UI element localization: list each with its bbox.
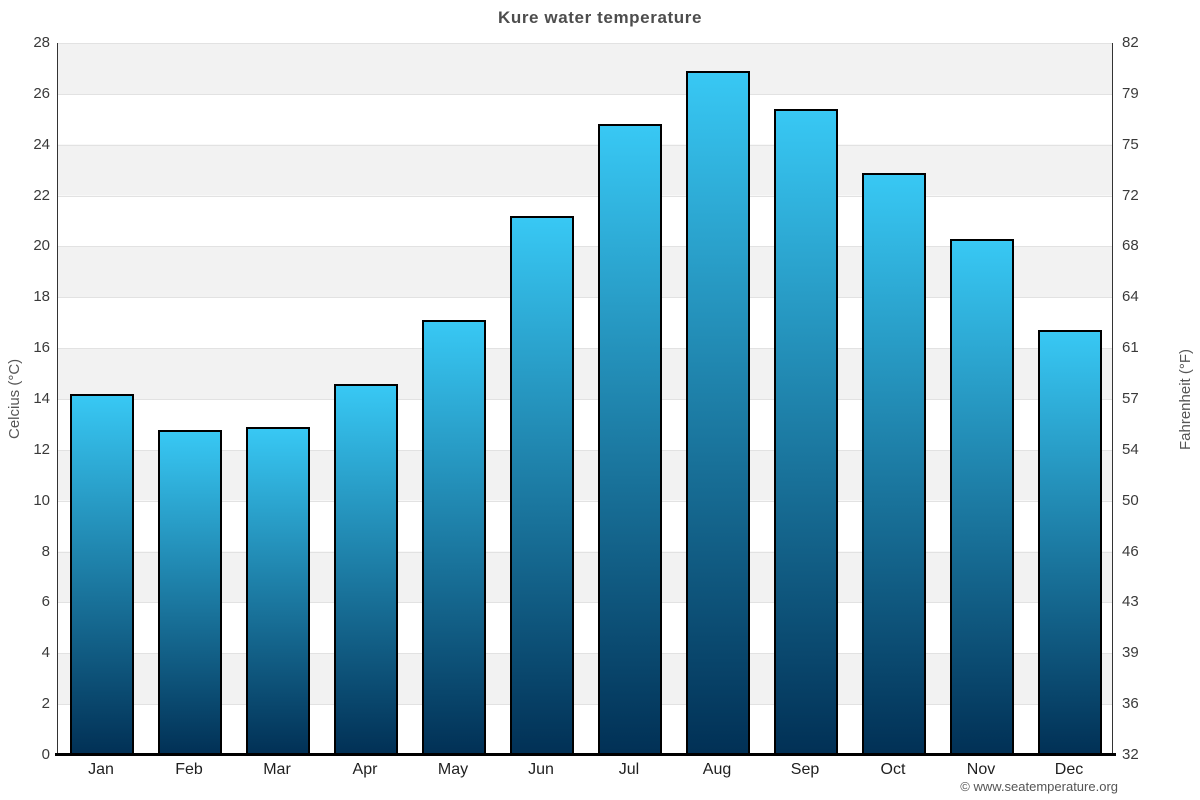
gridline [58,93,1112,95]
gridline [58,602,1112,604]
x-tick-aug: Aug [702,761,732,778]
y-tick-celsius-2: 2 [41,695,50,713]
y-tick-fahrenheit-75: 75 [1122,135,1139,153]
y-tick-celsius-24: 24 [33,135,50,153]
x-tick-jul: Jul [618,761,640,778]
y-tick-fahrenheit-61: 61 [1122,339,1139,357]
gridline [58,43,1112,44]
y-tick-celsius-6: 6 [41,593,50,611]
x-tick-jan: Jan [88,761,114,778]
x-tick-dec: Dec [1054,761,1084,778]
gridline [58,653,1112,655]
gridline [58,500,1112,502]
bar-jan[interactable] [70,393,134,755]
plot-area [57,43,1113,756]
gridline [58,144,1112,146]
x-tick-oct: Oct [880,761,906,778]
bar-aug[interactable] [686,71,750,755]
x-tick-nov: Nov [966,761,996,778]
x-tick-mar: Mar [263,761,291,778]
y-tick-fahrenheit-57: 57 [1122,390,1139,407]
y-tick-celsius-4: 4 [41,644,50,662]
y-tick-fahrenheit-64: 64 [1122,288,1139,306]
y-tick-fahrenheit-82: 82 [1122,34,1139,51]
bar-jun[interactable] [510,215,574,755]
bar-apr[interactable] [334,383,398,755]
gridline [58,246,1112,248]
y-tick-fahrenheit-50: 50 [1122,491,1139,509]
gridline [58,551,1112,553]
gridline [58,449,1112,451]
chart-title: Kure water temperature [497,8,703,27]
y-tick-celsius-22: 22 [33,186,50,204]
bar-dec[interactable] [1038,330,1102,755]
x-tick-feb: Feb [175,761,203,778]
x-tick-sep: Sep [790,761,820,778]
y-tick-celsius-10: 10 [33,491,50,509]
y-tick-celsius-28: 28 [33,34,50,51]
y-tick-celsius-20: 20 [33,237,50,255]
bar-mar[interactable] [246,427,310,755]
x-tick-jun: Jun [528,761,554,778]
y-tick-fahrenheit-43: 43 [1122,593,1139,611]
y-tick-fahrenheit-68: 68 [1122,237,1139,255]
gridline [58,348,1112,350]
y-tick-fahrenheit-46: 46 [1122,542,1139,560]
y-tick-celsius-0: 0 [41,746,50,763]
y-tick-fahrenheit-36: 36 [1122,695,1139,713]
copyright-text: © www.seatemperature.org [960,779,1118,794]
y-tick-celsius-16: 16 [33,339,50,357]
x-tick-may: May [437,761,469,778]
y-tick-fahrenheit-79: 79 [1122,84,1139,102]
bar-may[interactable] [422,320,486,755]
y-tick-celsius-26: 26 [33,84,50,102]
y-tick-fahrenheit-72: 72 [1122,186,1139,204]
y-tick-celsius-12: 12 [33,440,50,458]
y-tick-celsius-8: 8 [41,542,50,560]
bar-oct[interactable] [862,172,926,755]
x-tick-apr: Apr [352,761,378,778]
gridline [58,195,1112,197]
gridline [58,297,1112,299]
gridline [58,704,1112,706]
y-tick-celsius-14: 14 [33,390,50,407]
y-tick-fahrenheit-39: 39 [1122,644,1139,662]
bar-feb[interactable] [158,429,222,755]
y-tick-fahrenheit-32: 32 [1122,746,1139,763]
bar-jul[interactable] [598,124,662,755]
bar-sep[interactable] [774,109,838,755]
bar-nov[interactable] [950,238,1014,755]
y-tick-celsius-18: 18 [33,288,50,306]
y-tick-fahrenheit-54: 54 [1122,440,1139,458]
gridline [58,399,1112,400]
x-axis-line [55,753,1116,756]
